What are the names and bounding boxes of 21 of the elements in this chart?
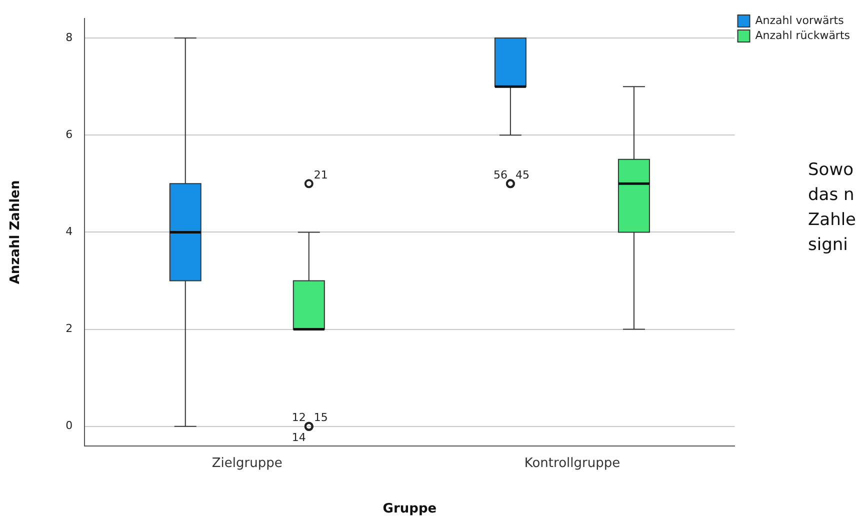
x-tick-label: Zielgruppe <box>212 456 282 471</box>
y-axis-title: Anzahl Zahlen <box>8 180 24 284</box>
annotation: 21 <box>314 168 328 182</box>
text: signi <box>808 234 849 257</box>
legend-label: Anzahl vorwärts <box>755 14 844 27</box>
annotation: 56 <box>493 168 508 182</box>
text: das n <box>808 184 856 207</box>
y-tick-label: 2 <box>66 322 73 336</box>
y-tick-label: 8 <box>66 30 73 44</box>
x-axis-title: Gruppe <box>382 502 437 517</box>
annotation: 45 <box>515 168 530 182</box>
text: Sowo <box>808 159 854 182</box>
y-tick-label: 6 <box>66 128 73 141</box>
text: Zahle <box>808 209 856 232</box>
annotation: 15 <box>314 411 328 424</box>
x-tick-label: Kontrollgruppe <box>524 456 620 471</box>
y-tick-label: 4 <box>66 225 73 238</box>
y-tick-label: 0 <box>66 419 73 432</box>
annotation: 14 <box>292 431 306 444</box>
annotation: 12 <box>292 411 306 424</box>
legend-label: Anzahl rückwärts <box>755 28 850 42</box>
